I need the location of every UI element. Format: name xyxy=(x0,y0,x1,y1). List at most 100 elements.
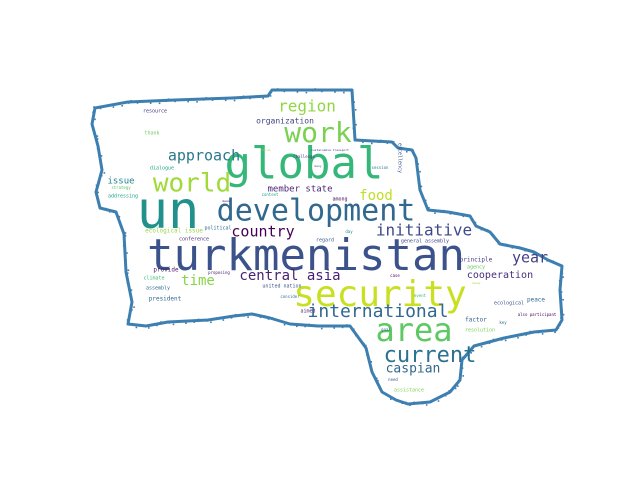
word-challenge: challenge xyxy=(293,154,315,159)
outline-speck xyxy=(366,354,368,356)
outline-speck xyxy=(214,318,216,320)
outline-speck xyxy=(92,128,94,130)
outline-speck xyxy=(312,90,314,92)
outline-speck xyxy=(558,279,561,282)
word-area: area xyxy=(375,311,452,349)
outline-speck xyxy=(470,352,472,354)
outline-speck xyxy=(196,101,198,103)
outline-speck xyxy=(283,90,286,93)
outline-speck xyxy=(559,324,561,327)
outline-speck xyxy=(389,398,392,400)
outline-speck xyxy=(96,145,99,147)
outline-speck xyxy=(558,264,561,267)
outline-speck xyxy=(441,395,443,398)
outline-speck xyxy=(488,342,491,345)
outline-speck xyxy=(405,401,407,404)
outline-speck xyxy=(127,269,130,272)
outline-speck xyxy=(99,107,102,110)
outline-speck xyxy=(462,215,465,218)
outline-speck xyxy=(148,327,150,329)
word-strategy: strategy xyxy=(111,185,131,190)
outline-speck xyxy=(160,321,162,323)
word-caspian: caspian xyxy=(386,362,441,377)
outline-speck xyxy=(540,254,543,257)
outline-speck xyxy=(121,105,123,107)
outline-speck xyxy=(197,318,200,321)
outline-speck xyxy=(454,387,457,390)
outline-speck xyxy=(541,333,544,335)
outline-speck xyxy=(267,318,270,320)
outline-speck xyxy=(379,388,382,391)
outline-speck xyxy=(224,99,227,102)
outline-speck xyxy=(119,225,122,227)
outline-speck xyxy=(429,400,432,403)
outline-speck xyxy=(262,97,264,100)
word-united-nation: united nation xyxy=(262,284,301,290)
outline-speck xyxy=(124,232,127,234)
outline-speck xyxy=(554,331,556,334)
outline-speck xyxy=(393,398,396,401)
word-conference: conference xyxy=(179,237,209,243)
outline-speck xyxy=(524,249,526,252)
outline-speck xyxy=(128,316,131,318)
outline-speck xyxy=(440,211,443,213)
outline-speck xyxy=(205,97,207,99)
outline-speck xyxy=(480,345,483,348)
word-ready: ready xyxy=(471,281,480,285)
outline-speck xyxy=(243,315,245,317)
outline-speck xyxy=(345,324,348,326)
outline-speck xyxy=(504,339,507,342)
outline-speck xyxy=(413,401,416,404)
outline-speck xyxy=(397,147,400,149)
word-proposing: proposing xyxy=(208,270,230,275)
outline-speck xyxy=(421,196,424,199)
outline-speck xyxy=(316,325,319,328)
outline-speck xyxy=(484,342,487,344)
outline-speck xyxy=(269,95,272,97)
outline-speck xyxy=(112,106,115,108)
word-excellency: excellency xyxy=(397,143,403,173)
outline-speck xyxy=(103,172,106,174)
outline-speck xyxy=(112,209,115,212)
outline-speck xyxy=(412,152,414,154)
outline-speck xyxy=(448,389,451,392)
outline-speck xyxy=(353,328,355,331)
outline-speck xyxy=(353,120,356,122)
outline-speck xyxy=(101,208,104,210)
outline-speck xyxy=(314,88,317,90)
outline-speck xyxy=(538,254,541,256)
outline-speck xyxy=(505,243,507,246)
word-current: current xyxy=(384,343,477,368)
outline-speck xyxy=(424,199,427,202)
word-factor: factor xyxy=(465,317,487,324)
outline-speck xyxy=(353,101,355,103)
outline-speck xyxy=(377,379,379,382)
outline-speck xyxy=(230,317,233,319)
outline-speck xyxy=(371,142,373,145)
outline-speck xyxy=(420,185,423,188)
outline-speck xyxy=(377,141,380,143)
outline-speck xyxy=(437,400,440,402)
turkmenistan-map-outline xyxy=(90,88,564,406)
word-sustainable-transport: sustainable transport xyxy=(311,148,349,152)
outline-speck xyxy=(427,209,430,212)
outline-speck xyxy=(126,272,129,274)
outline-speck xyxy=(375,377,378,380)
outline-speck xyxy=(327,88,330,91)
outline-speck xyxy=(364,139,367,142)
word-global: global xyxy=(225,138,384,189)
outline-speck xyxy=(320,327,323,330)
outline-speck xyxy=(283,323,286,326)
outline-speck xyxy=(325,325,327,327)
outline-speck xyxy=(276,88,279,90)
outline-speck xyxy=(355,138,358,141)
outline-speck xyxy=(545,330,548,332)
outline-speck xyxy=(100,155,103,157)
word-case: case xyxy=(390,273,400,278)
outline-speck xyxy=(461,356,464,359)
outline-speck xyxy=(354,334,357,337)
outline-speck xyxy=(119,222,121,225)
outline-speck xyxy=(428,207,430,209)
outline-speck xyxy=(468,354,470,356)
word-ecological: ecological xyxy=(494,301,524,307)
